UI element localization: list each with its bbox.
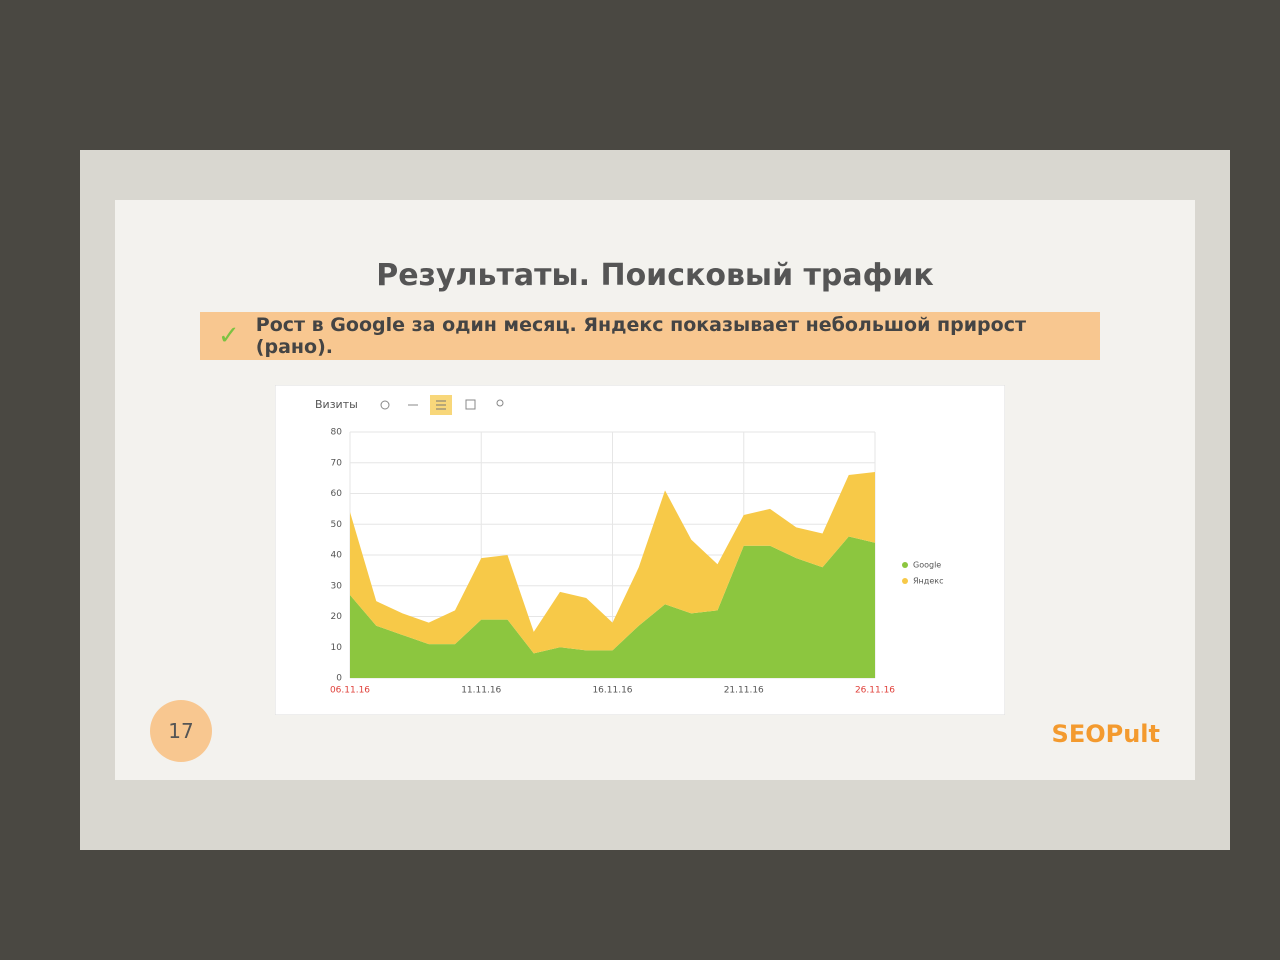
y-tick-label: 10 <box>331 643 343 653</box>
x-tick-label: 06.11.16 <box>330 686 370 696</box>
toolbar-icon[interactable] <box>465 399 476 410</box>
y-tick-label: 60 <box>331 489 343 499</box>
slide-title: Результаты. Поисковый трафик <box>376 258 934 293</box>
y-tick-label: 30 <box>331 581 343 591</box>
y-tick-label: 50 <box>331 520 343 530</box>
subtitle-bar: ✓ Рост в Google за один месяц. Яндекс пок… <box>200 312 1100 360</box>
y-tick-label: 20 <box>331 612 343 622</box>
legend-swatch <box>902 578 908 584</box>
y-tick-label: 80 <box>331 428 343 438</box>
x-tick-label: 11.11.16 <box>461 686 501 696</box>
subtitle: Рост в Google за один месяц. Яндекс пока… <box>255 314 1026 358</box>
y-tick-label: 40 <box>331 551 343 561</box>
page-number: 17 <box>150 700 212 762</box>
legend-swatch <box>902 562 908 568</box>
area <box>350 536 875 678</box>
legend-label: Google <box>913 561 941 570</box>
legend-label: Яндекс <box>913 577 943 586</box>
x-tick-label: 21.11.16 <box>724 686 764 696</box>
x-tick-label: 26.11.16 <box>855 686 895 696</box>
x-tick-label: 16.11.16 <box>592 686 632 696</box>
check-icon: ✓ <box>218 321 240 351</box>
chart: Визиты 0 10 20 30 40 50 60 70 80 06.11.16 11.11.16… <box>275 385 1005 715</box>
toolbar-icon[interactable] <box>380 400 390 410</box>
area <box>350 471 875 654</box>
y-tick-label: 70 <box>331 458 343 468</box>
toolbar-icon[interactable] <box>436 400 446 410</box>
logo: SEOPult <box>1051 720 1160 748</box>
chart-title: Визиты <box>315 398 358 411</box>
y-tick-label: 0 <box>336 674 342 684</box>
toolbar-icon[interactable] <box>496 399 504 407</box>
slide: Результаты. Поисковый трафик ✓ Рост в Goo… <box>115 200 1195 780</box>
